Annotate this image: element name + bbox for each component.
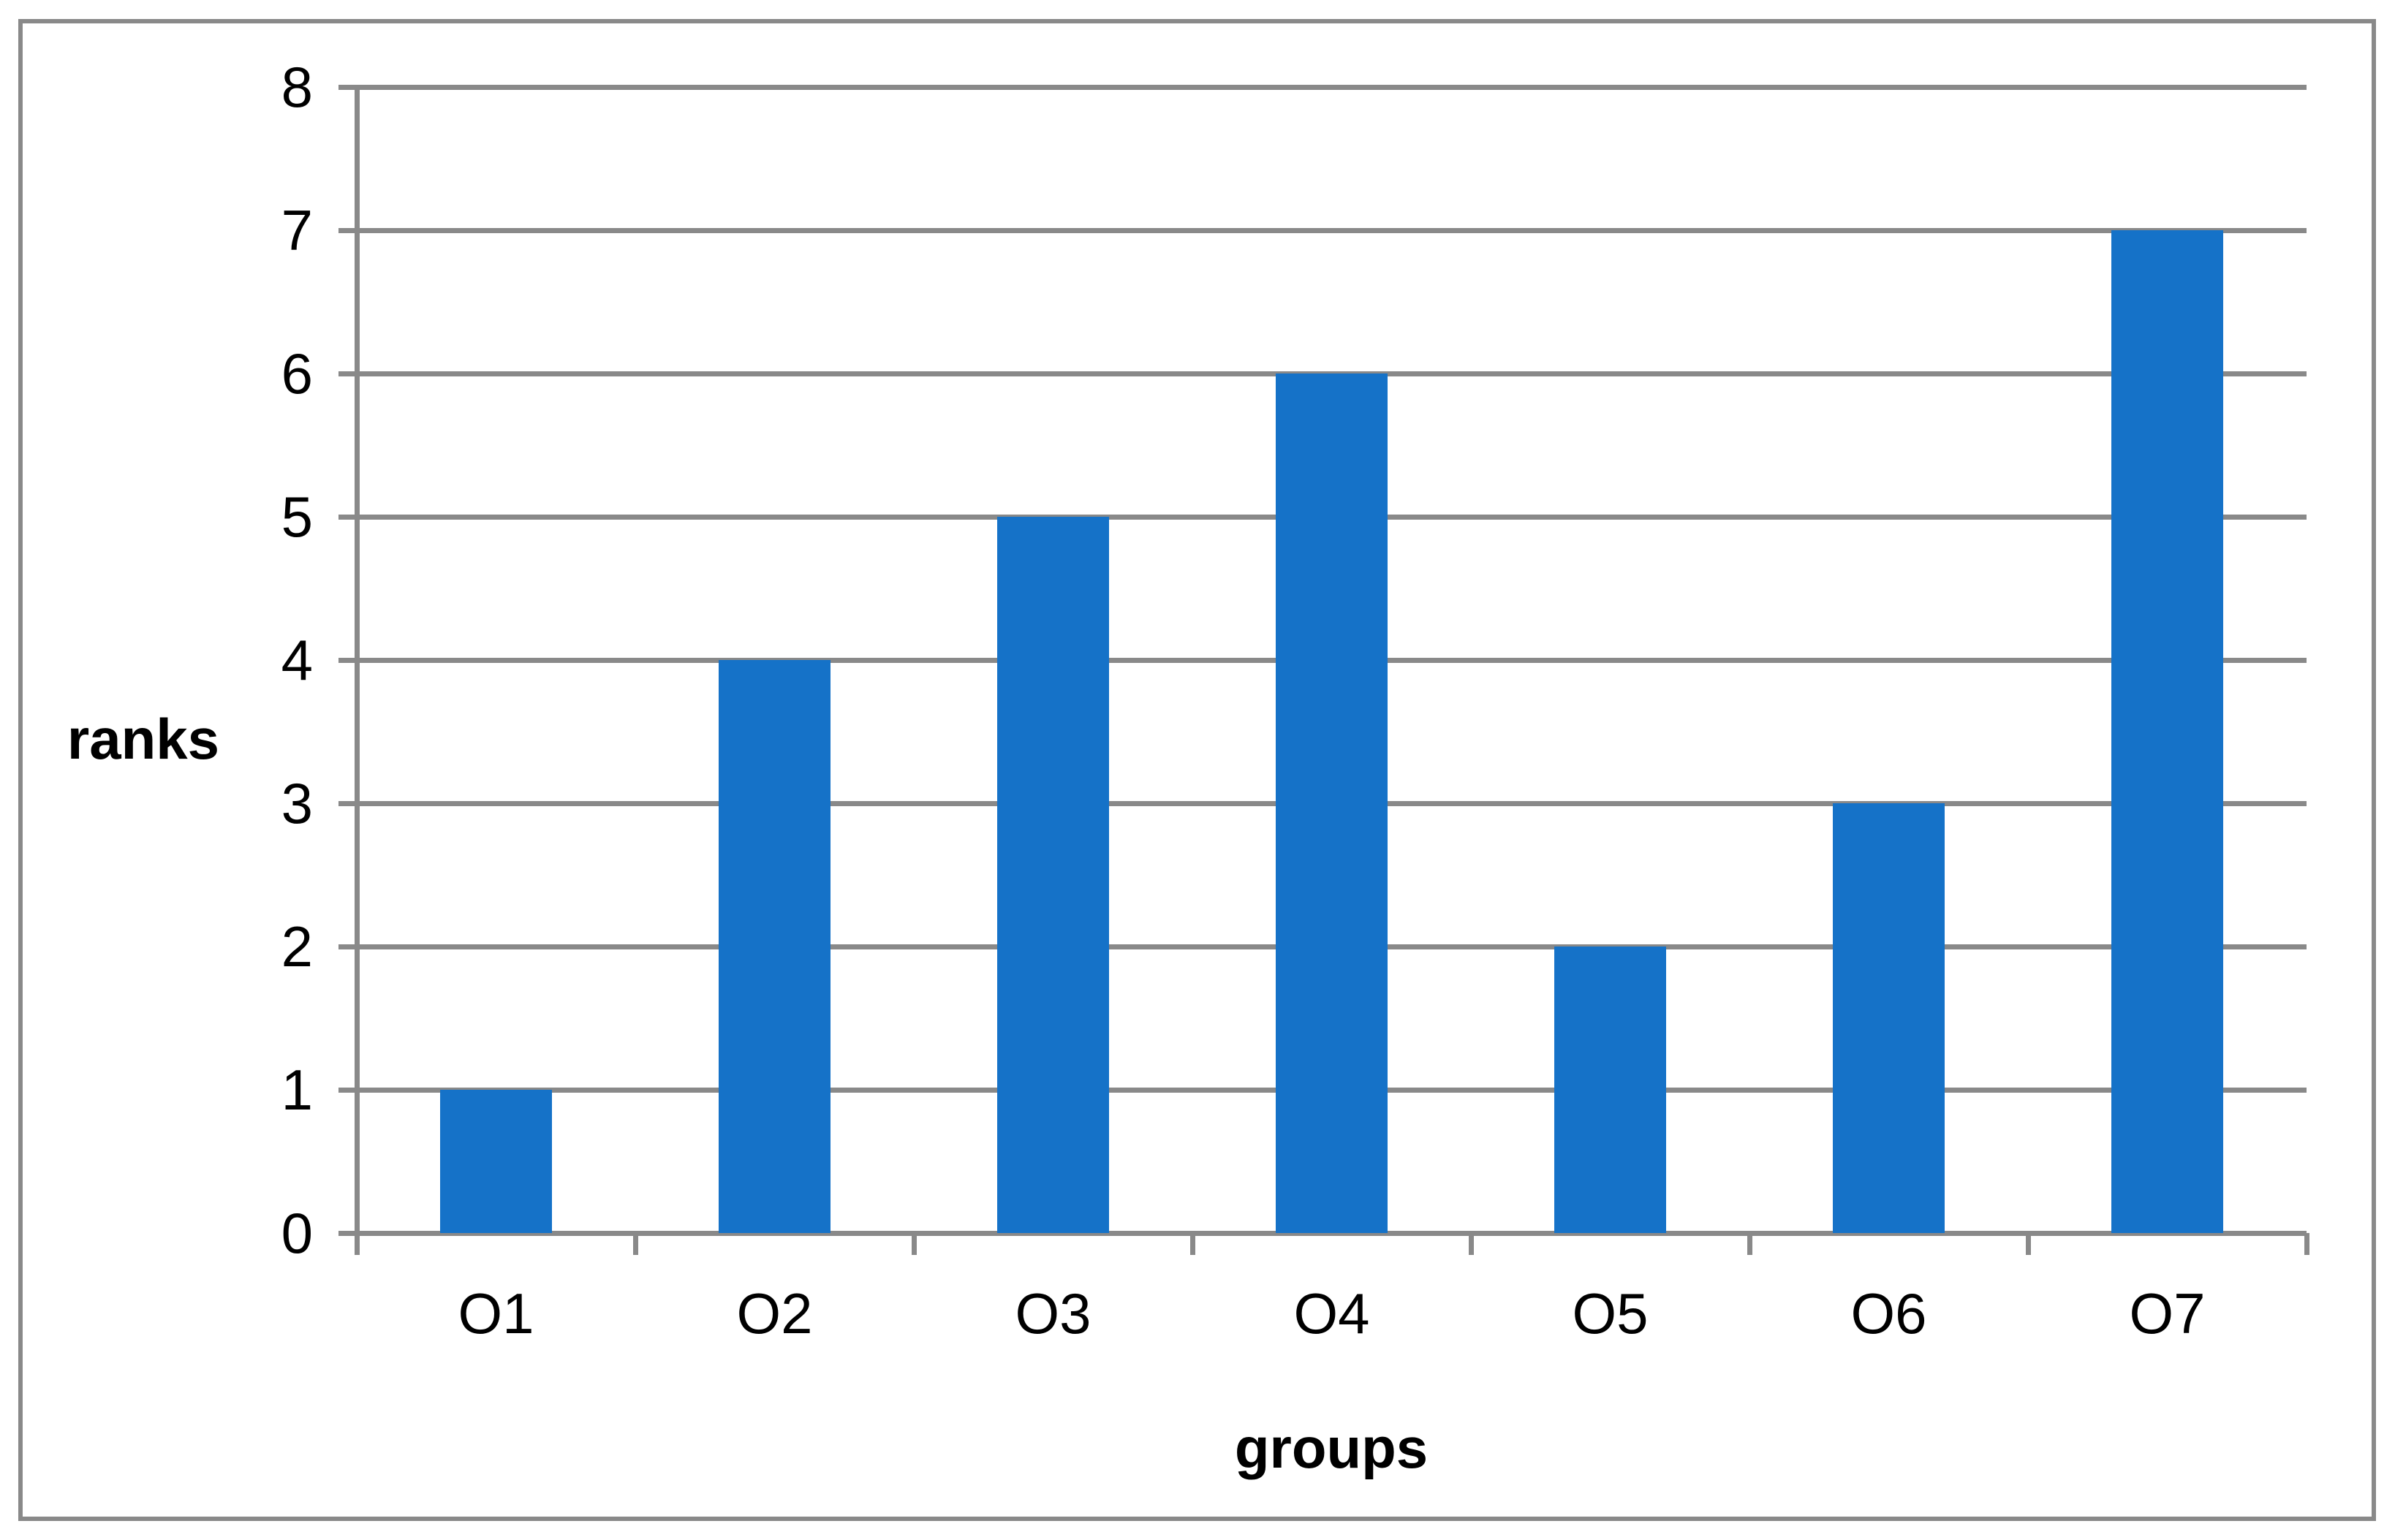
x-category-label: O6 xyxy=(1850,1281,1927,1346)
bar-O6 xyxy=(1833,803,1945,1233)
x-axis-tick xyxy=(633,1233,638,1255)
y-axis-line xyxy=(355,87,360,1233)
x-axis-tick xyxy=(355,1233,360,1255)
x-category-label: O4 xyxy=(1293,1281,1370,1346)
y-tick-label: 1 xyxy=(281,1058,313,1122)
x-axis-title: groups xyxy=(1234,1416,1429,1480)
y-tick-label: 6 xyxy=(281,341,313,406)
y-tick-label: 4 xyxy=(281,628,313,692)
x-axis-line xyxy=(338,1231,2307,1236)
bar-O1 xyxy=(440,1090,552,1233)
y-tick-label: 0 xyxy=(281,1201,313,1265)
x-axis-tick xyxy=(1190,1233,1195,1255)
x-category-label: O1 xyxy=(458,1281,534,1346)
bar-O7 xyxy=(2111,230,2223,1233)
x-axis-tick xyxy=(1469,1233,1474,1255)
y-axis-title: ranks xyxy=(67,707,220,771)
chart-outer-border xyxy=(18,19,2376,1521)
x-category-label: O3 xyxy=(1015,1281,1091,1346)
y-tick-label: 3 xyxy=(281,771,313,835)
x-axis-tick xyxy=(2026,1233,2031,1255)
x-category-label: O2 xyxy=(736,1281,813,1346)
y-tick-label: 5 xyxy=(281,485,313,549)
x-axis-tick xyxy=(1747,1233,1752,1255)
bar-O4 xyxy=(1276,373,1388,1233)
bar-O5 xyxy=(1554,947,1666,1233)
x-category-label: O5 xyxy=(1572,1281,1649,1346)
x-axis-tick xyxy=(912,1233,917,1255)
y-gridline xyxy=(338,228,2307,233)
y-tick-label: 8 xyxy=(281,55,313,119)
y-tick-label: 2 xyxy=(281,914,313,979)
bar-O3 xyxy=(997,517,1109,1233)
y-gridline xyxy=(338,85,2307,90)
x-category-label: O7 xyxy=(2129,1281,2206,1346)
x-axis-tick xyxy=(2304,1233,2309,1255)
y-tick-label: 7 xyxy=(281,198,313,262)
bar-O2 xyxy=(719,660,831,1233)
